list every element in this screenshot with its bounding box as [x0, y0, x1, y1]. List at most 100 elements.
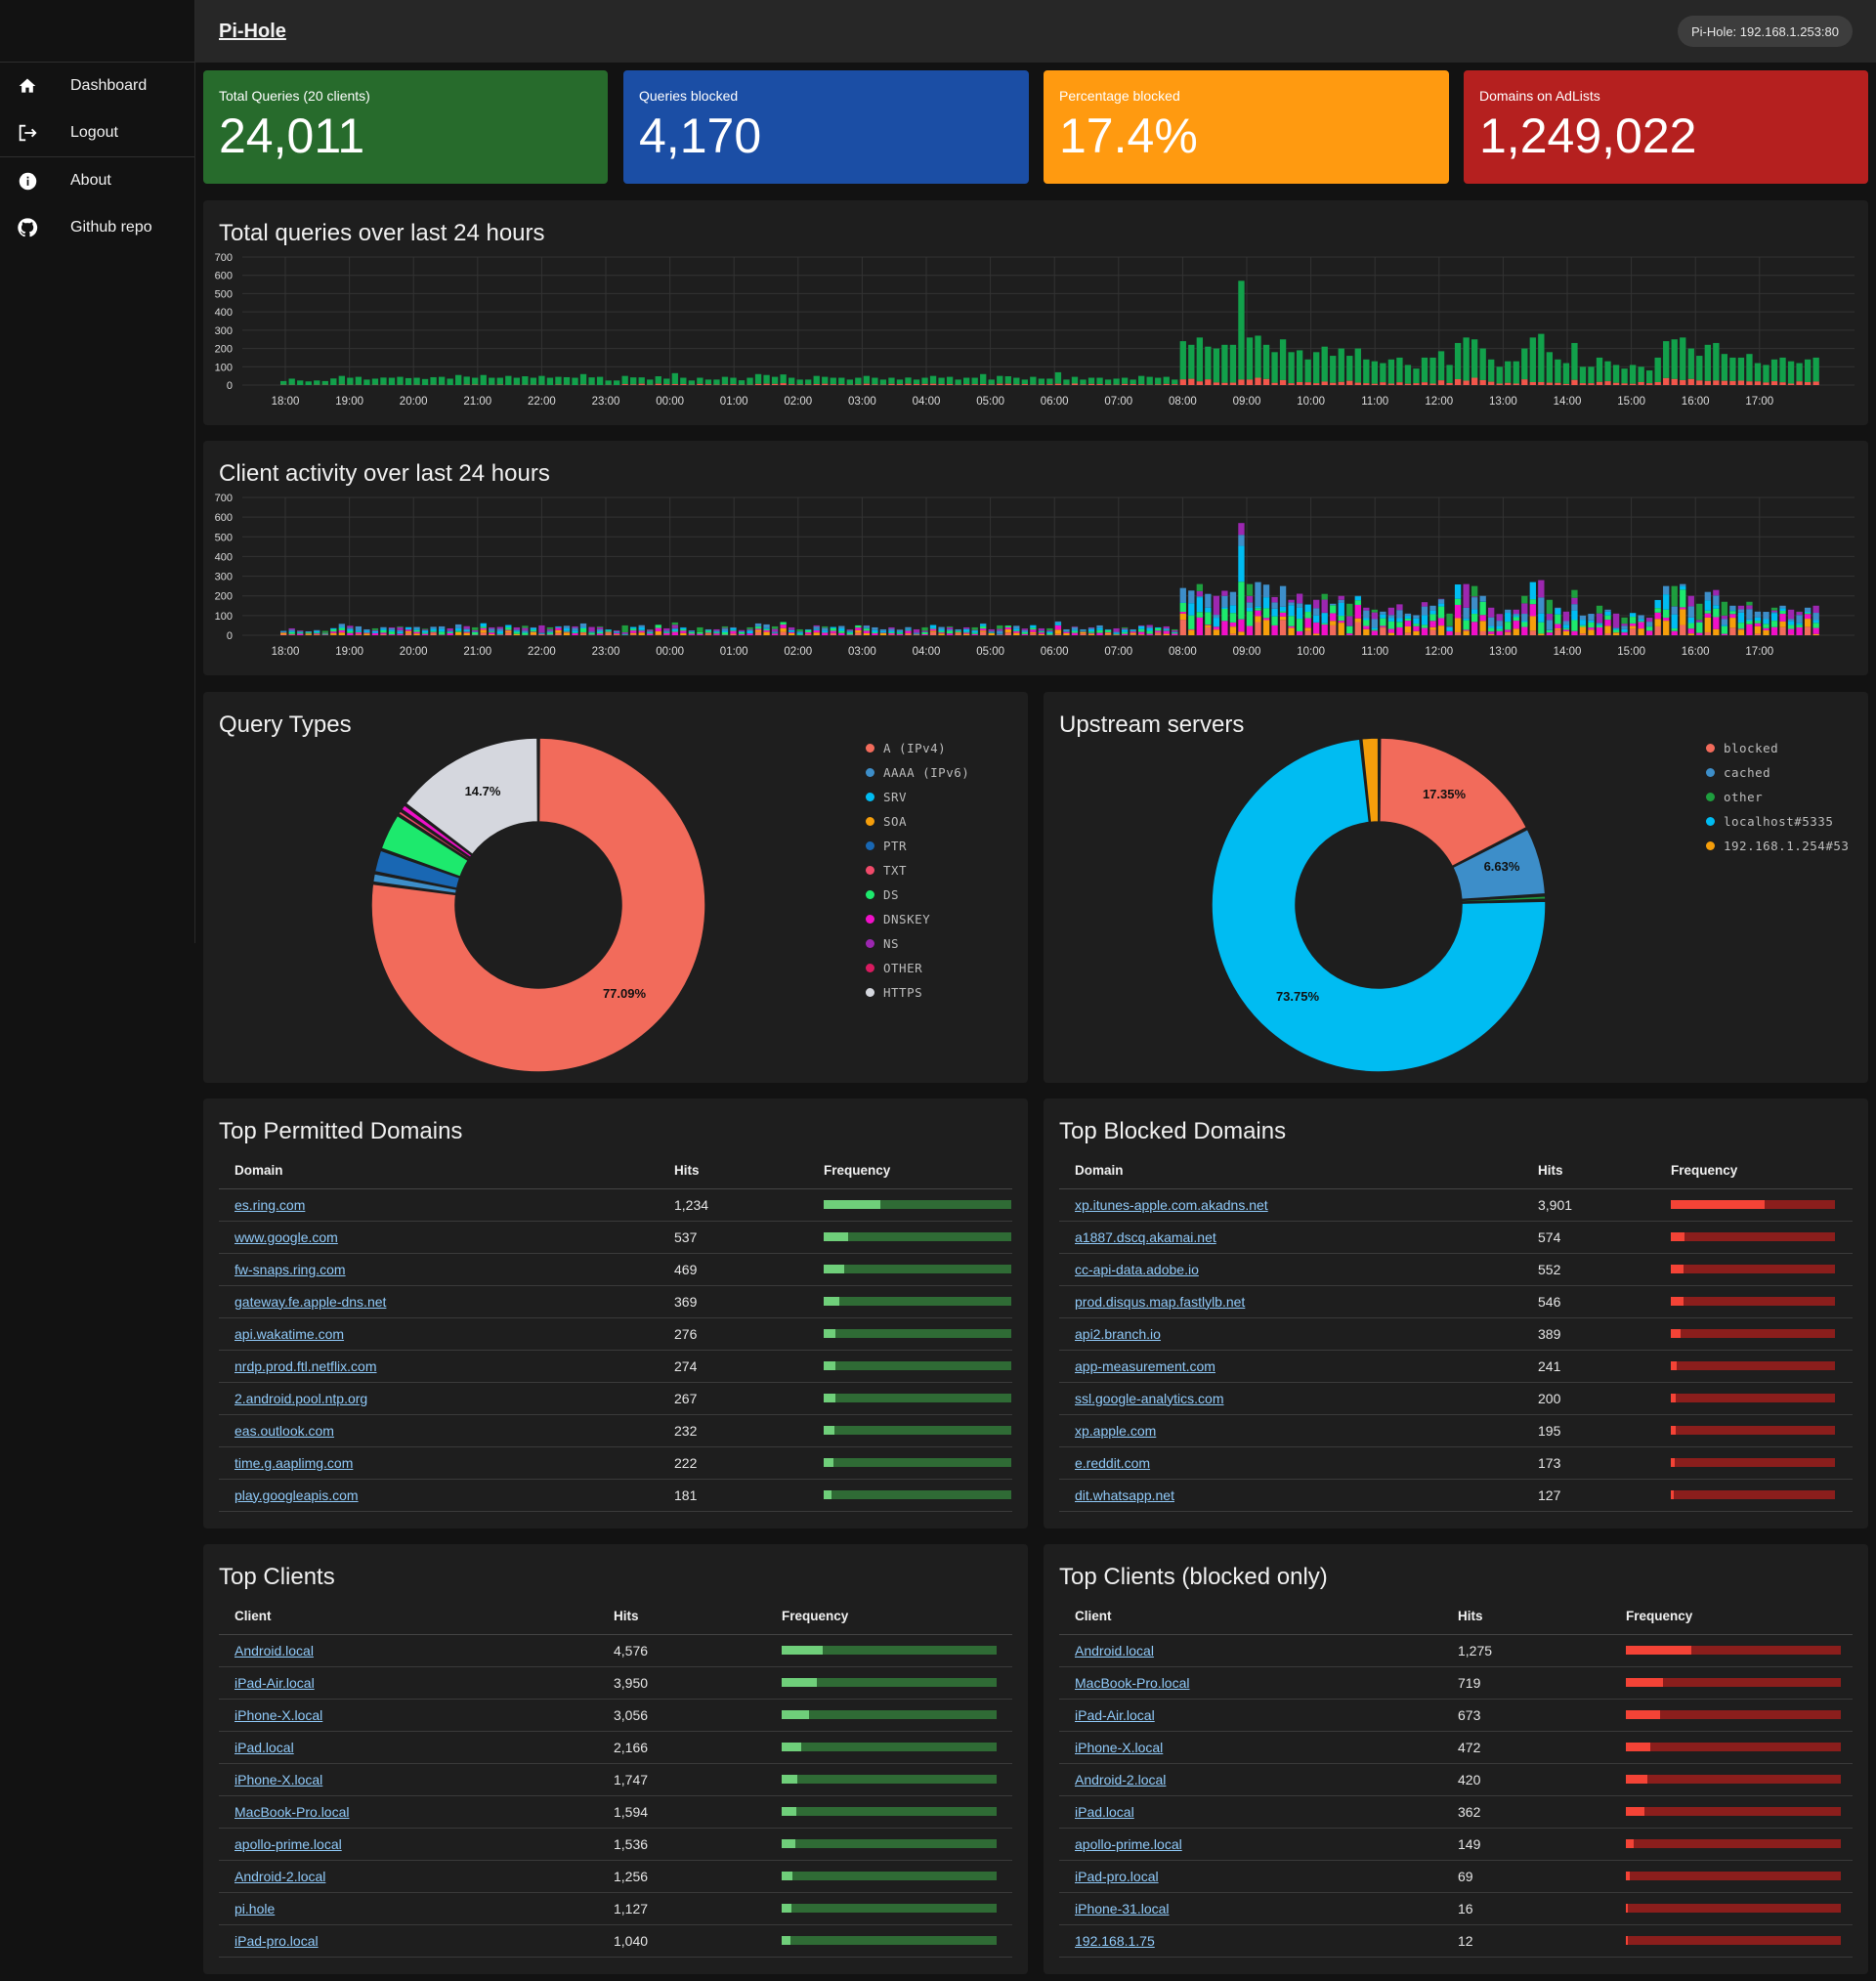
bar-segment [1304, 612, 1311, 619]
y-tick-label: 300 [215, 325, 233, 337]
bar-segment [421, 633, 429, 635]
row-link[interactable]: iPad.local [234, 1739, 294, 1755]
bar-blocked [1746, 381, 1753, 385]
row-link[interactable]: e.reddit.com [1075, 1454, 1151, 1471]
legend-item[interactable]: NS [866, 931, 969, 956]
hits-cell: 369 [659, 1285, 808, 1318]
bar-segment [1562, 624, 1570, 628]
bar-segment [1571, 620, 1578, 631]
row-link[interactable]: api2.branch.io [1075, 1325, 1161, 1342]
row-link[interactable]: MacBook-Pro.local [234, 1803, 350, 1820]
bar-segment [1221, 607, 1228, 610]
host-chip[interactable]: Pi-Hole: 192.168.1.253:80 [1677, 16, 1853, 47]
bar-segment [371, 630, 379, 633]
row-link[interactable]: xp.itunes-apple.com.akadns.net [1075, 1196, 1268, 1213]
bar-segment [663, 632, 670, 633]
sidebar-item-github[interactable]: Github repo [0, 204, 194, 251]
row-link[interactable]: iPad-Air.local [234, 1674, 315, 1691]
bar-segment [1779, 605, 1786, 609]
row-link[interactable]: prod.disqus.map.fastlylb.net [1075, 1293, 1246, 1310]
upstream-servers-panel: Upstream servers 17.35% 6.63% 73.75% block… [1044, 692, 1868, 1083]
table-header-row: Client Hits Frequency [219, 1599, 1012, 1635]
row-link[interactable]: cc-api-data.adobe.io [1075, 1261, 1199, 1277]
legend-item[interactable]: HTTPS [866, 980, 969, 1005]
table-row: www.google.com 537 [219, 1221, 1012, 1254]
frequency-bar [1626, 1646, 1841, 1655]
row-link[interactable]: iPhone-X.local [234, 1771, 323, 1787]
row-link[interactable]: apollo-prime.local [234, 1835, 342, 1852]
row-link[interactable]: Android.local [1075, 1642, 1154, 1658]
row-link[interactable]: xp.apple.com [1075, 1422, 1157, 1439]
bar-blocked [1529, 382, 1536, 385]
bar-segment [1804, 614, 1812, 620]
row-link[interactable]: eas.outlook.com [234, 1422, 334, 1439]
legend-item[interactable]: OTHER [866, 956, 969, 980]
row-link[interactable]: Android-2.local [1075, 1771, 1167, 1787]
bar-segment [397, 625, 404, 627]
name-cell: gateway.fe.apple-dns.net [219, 1285, 659, 1318]
row-link[interactable]: 192.168.1.75 [1075, 1932, 1155, 1949]
row-link[interactable]: iPad.local [1075, 1803, 1134, 1820]
bar-segment [522, 630, 529, 632]
row-link[interactable]: iPhone-31.local [1075, 1900, 1170, 1916]
row-link[interactable]: fw-snaps.ring.com [234, 1261, 346, 1277]
row-link[interactable]: Android.local [234, 1642, 314, 1658]
row-link[interactable]: time.g.aaplimg.com [234, 1454, 354, 1471]
row-link[interactable]: ssl.google-analytics.com [1075, 1390, 1224, 1406]
bar-segment [1146, 633, 1153, 635]
app-title[interactable]: Pi-Hole [219, 20, 286, 42]
row-link[interactable]: iPhone-X.local [234, 1706, 323, 1723]
row-link[interactable]: es.ring.com [234, 1196, 306, 1213]
bar-segment [746, 628, 753, 630]
row-link[interactable]: MacBook-Pro.local [1075, 1674, 1190, 1691]
frequency-fill [782, 1678, 818, 1687]
legend-item[interactable]: PTR [866, 834, 969, 858]
row-link[interactable]: play.googleapis.com [234, 1486, 359, 1503]
row-link[interactable]: dit.whatsapp.net [1075, 1486, 1174, 1503]
legend-item[interactable]: other [1706, 785, 1849, 809]
row-link[interactable]: apollo-prime.local [1075, 1835, 1182, 1852]
sidebar-item-logout[interactable]: Logout [0, 109, 194, 156]
row-link[interactable]: iPad-pro.local [1075, 1868, 1159, 1884]
bar-segment [1779, 621, 1786, 627]
legend-item[interactable]: AAAA (IPv6) [866, 760, 969, 785]
row-link[interactable]: pi.hole [234, 1900, 276, 1916]
row-link[interactable]: a1887.dscq.akamai.net [1075, 1228, 1216, 1245]
row-link[interactable]: Android-2.local [234, 1868, 326, 1884]
table-row: MacBook-Pro.local 1,594 [219, 1795, 1012, 1829]
row-link[interactable]: nrdp.prod.ftl.netflix.com [234, 1357, 377, 1374]
legend-item[interactable]: blocked [1706, 736, 1849, 760]
bar-segment [1121, 629, 1129, 632]
bar-segment [630, 626, 637, 629]
bar-segment [1363, 628, 1370, 635]
sidebar-item-about[interactable]: About [0, 157, 194, 204]
bar-segment [1054, 621, 1062, 624]
row-link[interactable]: iPad-pro.local [234, 1932, 319, 1949]
frequency-cell [766, 1634, 1012, 1667]
row-link[interactable]: www.google.com [234, 1228, 338, 1245]
bar-segment [688, 630, 696, 632]
legend-item[interactable]: TXT [866, 858, 969, 883]
legend-item[interactable]: localhost#5335 [1706, 809, 1849, 834]
legend-swatch [1706, 744, 1715, 753]
row-link[interactable]: gateway.fe.apple-dns.net [234, 1293, 387, 1310]
row-link[interactable]: 2.android.pool.ntp.org [234, 1390, 368, 1406]
legend-item[interactable]: 192.168.1.254#53 [1706, 834, 1849, 858]
legend-item[interactable]: SRV [866, 785, 969, 809]
row-link[interactable]: app-measurement.com [1075, 1357, 1215, 1374]
bar-permitted [1080, 379, 1087, 385]
bar-permitted [888, 377, 895, 384]
bar-permitted [938, 377, 945, 385]
legend-item[interactable]: DNSKEY [866, 907, 969, 931]
legend-item[interactable]: DS [866, 883, 969, 907]
row-link[interactable]: iPad-Air.local [1075, 1706, 1155, 1723]
legend-item[interactable]: cached [1706, 760, 1849, 785]
bar-segment [962, 633, 970, 635]
bar-segment [988, 631, 995, 633]
legend-item[interactable]: A (IPv4) [866, 736, 969, 760]
bar-segment [1172, 631, 1178, 633]
sidebar-item-dashboard[interactable]: Dashboard [0, 63, 194, 109]
row-link[interactable]: iPhone-X.local [1075, 1739, 1164, 1755]
legend-item[interactable]: SOA [866, 809, 969, 834]
row-link[interactable]: api.wakatime.com [234, 1325, 345, 1342]
